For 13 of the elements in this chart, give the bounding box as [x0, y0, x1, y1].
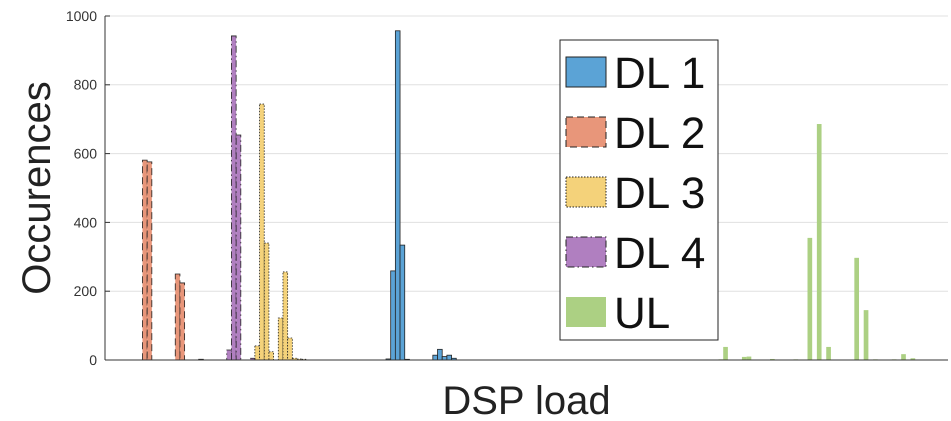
y-tick-label: 800 [74, 76, 98, 93]
y-tick-label: 200 [74, 283, 98, 300]
y-tick-label: 0 [89, 352, 98, 368]
legend-label: DL 3 [614, 168, 706, 218]
y-axis-title: Occurences [15, 81, 59, 295]
y-tick-label: 400 [74, 214, 98, 230]
y-tick-label: 600 [74, 146, 98, 162]
legend-label: DL 4 [614, 228, 706, 278]
legend-label: UL [614, 288, 670, 338]
x-axis-title: DSP load [442, 379, 611, 421]
y-tick-label: 1000 [66, 8, 98, 24]
legend-label: DL 1 [614, 48, 706, 98]
legend-label: DL 2 [614, 108, 706, 158]
